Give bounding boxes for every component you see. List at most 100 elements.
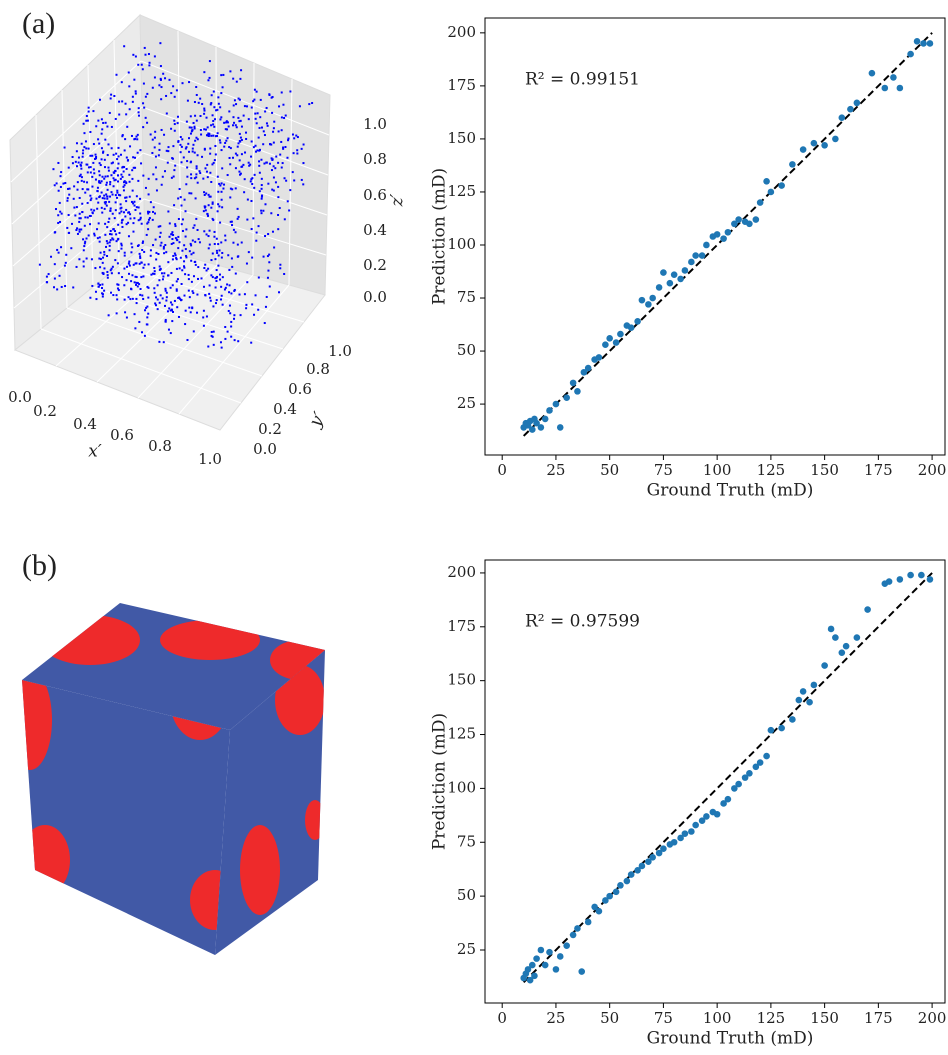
x-tick-label: 200	[918, 1009, 947, 1027]
cloud-point	[149, 62, 151, 64]
cloud-point	[227, 137, 229, 139]
cloud-point	[109, 233, 111, 235]
point	[789, 161, 796, 168]
cloud-point	[104, 166, 106, 168]
cloud-point	[104, 223, 106, 225]
point	[671, 271, 678, 278]
cloud-point	[236, 81, 238, 83]
cloud-point	[212, 120, 214, 122]
cloud-point	[205, 209, 207, 211]
cloud-point	[60, 246, 62, 248]
x-tick-label: 25	[546, 461, 565, 479]
cloud-point	[242, 164, 244, 166]
cloud-point	[244, 105, 246, 107]
cloud-point	[132, 231, 134, 233]
cloud-point	[146, 234, 148, 236]
cloud-point	[199, 98, 201, 100]
cloud-point	[181, 283, 183, 285]
cloud-point	[54, 184, 56, 186]
cloud-point	[240, 120, 242, 122]
cloud-point	[167, 310, 169, 312]
cloud-point	[101, 158, 103, 160]
cloud-point	[116, 158, 118, 160]
cloud-point	[302, 183, 304, 185]
cloud-point	[99, 241, 101, 243]
cloud-point	[287, 200, 289, 202]
cloud-point	[205, 294, 207, 296]
cloud-point	[213, 236, 215, 238]
cloud-point	[269, 143, 271, 145]
cloud-point	[142, 275, 144, 277]
cloud-point	[238, 216, 240, 218]
cloud-point	[152, 139, 154, 141]
cloud-point	[273, 127, 275, 129]
point	[639, 297, 646, 304]
cloud-point	[112, 294, 114, 296]
y-tick-label: 25	[457, 394, 476, 412]
point	[821, 662, 828, 669]
cloud-point	[147, 228, 149, 230]
cloud-point	[84, 225, 86, 227]
cloud-point	[220, 116, 222, 118]
cloud-point	[218, 205, 220, 207]
cloud-point	[190, 177, 192, 179]
cloud-point	[120, 207, 122, 209]
cloud-point	[125, 182, 127, 184]
cloud-point	[95, 125, 97, 127]
cloud-point	[251, 140, 253, 142]
cloud-point	[177, 278, 179, 280]
cloud-point	[232, 242, 234, 244]
point	[864, 606, 871, 613]
cloud-point	[247, 199, 249, 201]
cloud-point	[161, 129, 163, 131]
cloud-point	[204, 264, 206, 266]
cloud-point	[206, 171, 208, 173]
cloud-point	[157, 253, 159, 255]
point	[538, 947, 545, 954]
cloud-point	[102, 273, 104, 275]
cloud-point	[227, 121, 229, 123]
y-tick-label: 125	[447, 182, 476, 200]
cloud-point	[151, 152, 153, 154]
cloud-point	[105, 201, 107, 203]
cloud-point	[116, 312, 118, 314]
cloud-point	[87, 202, 89, 204]
cloud-point	[210, 259, 212, 261]
point	[634, 318, 641, 325]
cloud-point	[128, 71, 130, 73]
cloud-point	[95, 179, 97, 181]
cloud-point	[229, 70, 231, 72]
cloud-point	[125, 113, 127, 115]
cloud-point	[147, 211, 149, 213]
cube-region	[305, 800, 325, 840]
cloud-point	[185, 248, 187, 250]
cloud-point	[166, 112, 168, 114]
cloud-point	[268, 93, 270, 95]
cloud-point	[80, 217, 82, 219]
cloud-point	[203, 286, 205, 288]
cloud-point	[96, 190, 98, 192]
cloud-point	[224, 235, 226, 237]
cloud-point	[252, 217, 254, 219]
cloud-point	[281, 116, 283, 118]
cloud-point	[185, 236, 187, 238]
cloud-point	[99, 99, 101, 101]
cloud-point	[102, 152, 104, 154]
cloud-point	[264, 134, 266, 136]
cloud-point	[184, 323, 186, 325]
point	[843, 643, 850, 650]
x-tick-label: 75	[654, 461, 673, 479]
cloud-point	[212, 218, 214, 220]
cloud-point	[158, 149, 160, 151]
cloud-point	[238, 294, 240, 296]
cloud-point	[192, 239, 194, 241]
cloud-point	[155, 239, 157, 241]
cloud-point	[139, 255, 141, 257]
cloud-point	[46, 276, 48, 278]
cloud-point	[123, 284, 125, 286]
cloud-point	[105, 193, 107, 195]
cloud-point	[177, 236, 179, 238]
point	[606, 335, 613, 342]
cloud-point	[154, 76, 156, 78]
cloud-point	[135, 298, 137, 300]
